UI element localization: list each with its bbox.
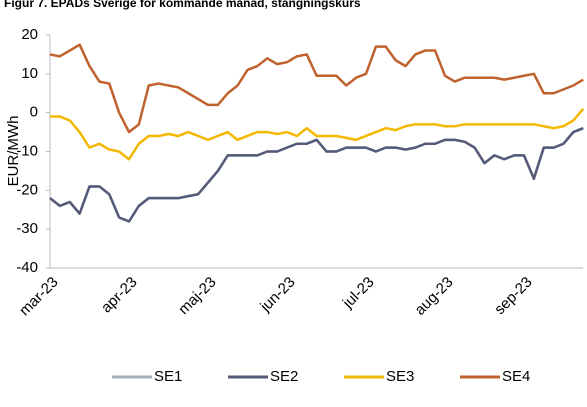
y-tick-label: -10	[16, 142, 38, 159]
y-tick-label: -20	[16, 181, 38, 198]
x-tick-label: maj-23	[175, 274, 219, 318]
legend-label: SE3	[386, 368, 414, 385]
series-line	[50, 107, 585, 161]
chart-title: Figur 7. EPADs Sverige för kommande måna…	[4, 0, 361, 10]
legend-label: SE4	[502, 368, 530, 385]
y-tick-label: 20	[21, 26, 38, 43]
x-tick-label: aug-23	[412, 274, 457, 319]
y-tick-label: 10	[21, 65, 38, 82]
x-tick-label: jun-23	[256, 274, 298, 316]
x-tick-label: jul-23	[339, 274, 378, 313]
legend-label: SE2	[270, 368, 298, 385]
y-tick-label: -30	[16, 220, 38, 237]
y-tick-label: -40	[16, 259, 38, 276]
y-tick-label: 0	[30, 104, 38, 121]
series-line	[49, 127, 584, 223]
x-tick-label: apr-23	[98, 274, 141, 317]
series-line	[49, 43, 584, 134]
x-tick-label: sep-23	[491, 274, 535, 318]
x-tick-label: mar-23	[16, 274, 62, 320]
legend-label: SE1	[154, 368, 182, 385]
y-axis-label: EUR/MWh	[5, 116, 22, 187]
series-line	[49, 127, 584, 223]
